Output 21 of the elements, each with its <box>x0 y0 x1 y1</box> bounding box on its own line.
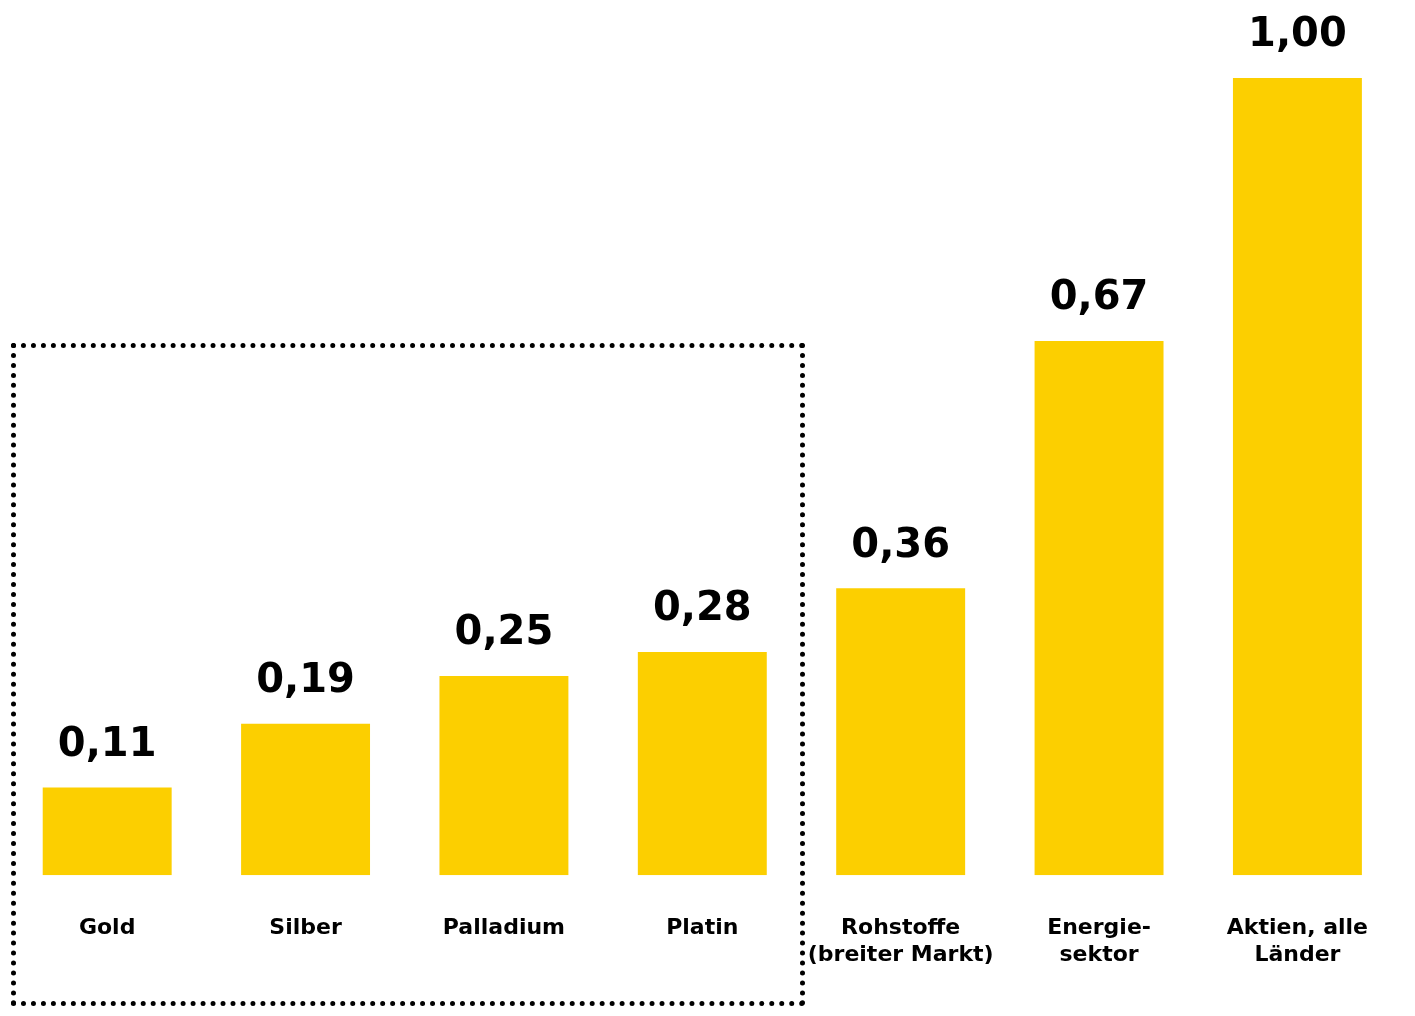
bar <box>637 651 767 876</box>
x-tick-label: Aktien, alle Länder <box>1226 914 1368 966</box>
x-tick-label: Platin <box>666 914 739 940</box>
x-tick-label: Palladium <box>442 914 566 940</box>
data-label: 1,00 <box>1248 9 1347 56</box>
bar <box>836 588 966 876</box>
bar <box>241 723 371 876</box>
data-label: 0,25 <box>454 607 554 654</box>
x-tick-label: Energie- sektor <box>1047 914 1151 966</box>
bar <box>1232 78 1362 876</box>
bar <box>42 787 172 876</box>
x-tick-label: Silber <box>269 914 342 940</box>
data-label: 0,36 <box>851 519 951 566</box>
x-tick-label: Rohstoffe (breiter Markt) <box>807 914 994 966</box>
x-tick-label: Gold <box>78 914 136 940</box>
bar <box>439 675 569 876</box>
bar <box>1034 341 1164 876</box>
data-label: 0,28 <box>652 583 752 630</box>
data-label: 0,67 <box>1049 272 1149 319</box>
data-label: 0,19 <box>256 655 355 702</box>
data-label: 0,11 <box>57 718 157 765</box>
